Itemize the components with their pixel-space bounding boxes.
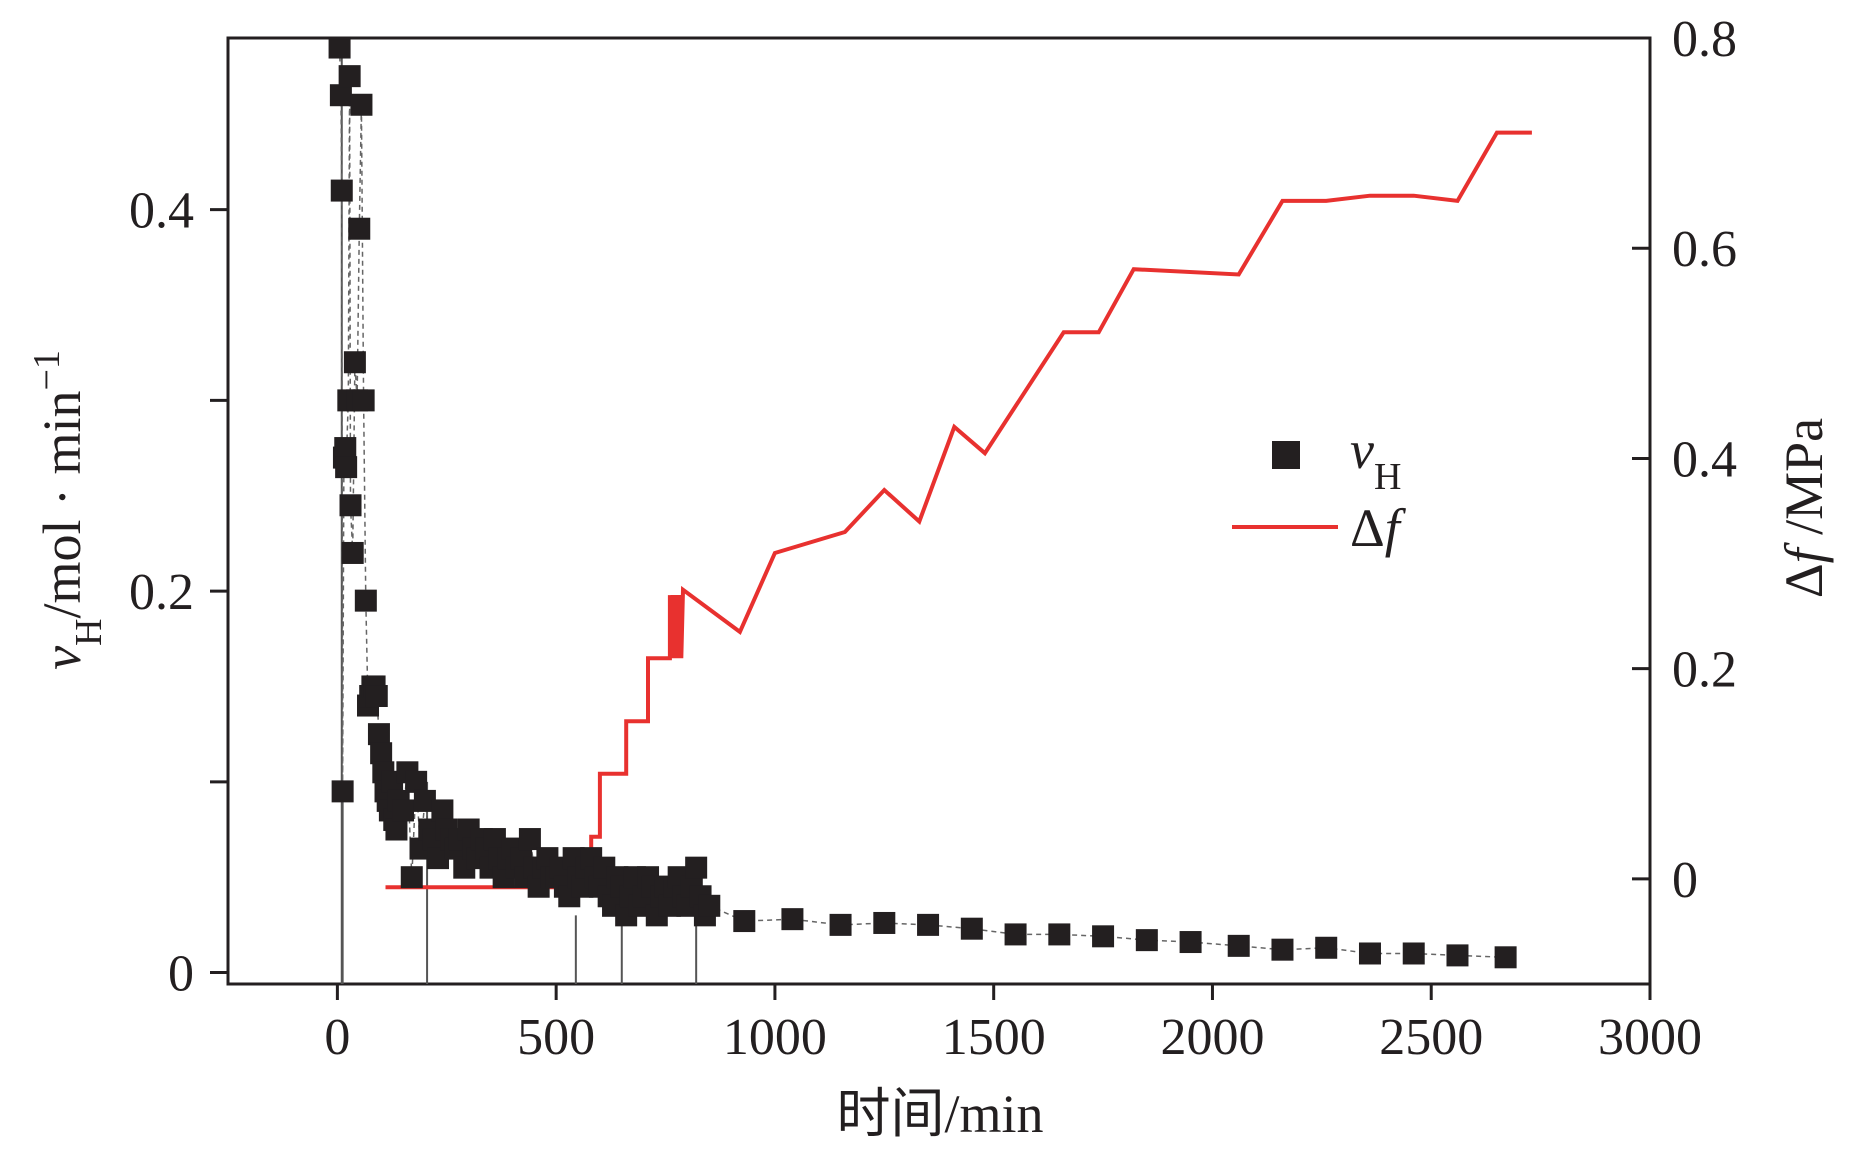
y-right-tick-label: 0.4 xyxy=(1672,431,1737,488)
vH-point xyxy=(917,913,940,936)
vH-point xyxy=(329,84,352,107)
vH-point xyxy=(367,723,390,746)
vH-series xyxy=(328,36,1517,969)
y-right-tick-label: 0.8 xyxy=(1672,11,1737,68)
vH-point xyxy=(829,913,852,936)
y-left-tick-label: 0.4 xyxy=(129,183,194,240)
vH-point xyxy=(733,910,756,933)
x-tick-label: 2500 xyxy=(1379,1009,1483,1066)
vH-point xyxy=(328,36,351,59)
vH-point xyxy=(331,780,354,803)
vH-point xyxy=(518,828,541,851)
x-tick-label: 500 xyxy=(517,1009,595,1066)
vH-point xyxy=(483,828,506,851)
vH-point xyxy=(1092,925,1115,948)
vH-point xyxy=(348,217,371,240)
vH-point xyxy=(334,437,357,460)
vH-point xyxy=(338,65,361,88)
x-tick-label: 2000 xyxy=(1160,1009,1264,1066)
vH-point xyxy=(1494,946,1517,969)
vH-point xyxy=(873,911,896,934)
axis-ticks xyxy=(210,36,1652,1000)
vH-point xyxy=(350,93,373,116)
vH-point xyxy=(1446,944,1469,967)
legend-df-label: Δf xyxy=(1350,498,1407,558)
y-right-tick-label: 0.6 xyxy=(1672,221,1737,278)
legend-vH-label: vH xyxy=(1350,420,1401,498)
plot-frame xyxy=(226,36,1652,986)
x-tick-label: 0 xyxy=(324,1009,350,1066)
vH-point xyxy=(405,770,428,793)
vH-point xyxy=(330,179,353,202)
vH-point xyxy=(685,856,708,879)
vH-path xyxy=(338,47,1506,959)
vH-point xyxy=(385,818,408,841)
vH-point xyxy=(427,847,450,870)
vH-point xyxy=(352,389,375,412)
vH-point xyxy=(698,894,721,917)
y-axis-left-title: vH/mol · min−1 xyxy=(26,350,110,670)
vH-point xyxy=(354,589,377,612)
vH-point xyxy=(1135,929,1158,952)
y-left-tick-label: 0.2 xyxy=(129,564,194,621)
vH-point xyxy=(1179,931,1202,954)
vH-point xyxy=(1271,938,1294,961)
vH-point xyxy=(413,789,436,812)
vH-point xyxy=(1315,936,1338,959)
y-right-tick-label: 0 xyxy=(1672,852,1698,909)
x-tick-label: 1500 xyxy=(942,1009,1046,1066)
legend-vH-marker xyxy=(1272,441,1300,469)
vH-point xyxy=(343,351,366,374)
vH-point xyxy=(365,685,388,708)
x-tick-label: 1000 xyxy=(723,1009,827,1066)
df-series xyxy=(385,130,1532,890)
tick-labels: 0 500 1000 1500 2000 2500 3000 0 0.2 0.4 0 0.2 0.4 0.… xyxy=(129,11,1737,1066)
x-axis-title: 时间/min xyxy=(836,1084,1043,1144)
vH-point xyxy=(1358,942,1381,965)
vH-point xyxy=(1004,923,1027,946)
vH-point xyxy=(392,799,415,822)
legend: vH Δf xyxy=(1232,420,1407,558)
vH-point xyxy=(370,742,393,765)
vH-point xyxy=(341,541,364,564)
y-right-tick-label: 0.2 xyxy=(1672,642,1737,699)
vH-point xyxy=(431,799,454,822)
y-axis-right-title: Δf /MPa xyxy=(1774,418,1834,598)
vH-point xyxy=(339,494,362,517)
df-line xyxy=(385,130,1532,890)
vH-point xyxy=(960,917,983,940)
vH-point xyxy=(781,908,804,931)
vH-connector-line xyxy=(338,47,1506,959)
x-tick-label: 3000 xyxy=(1598,1009,1702,1066)
vH-point xyxy=(335,456,358,479)
vH-point xyxy=(1048,923,1071,946)
vH-point xyxy=(1402,942,1425,965)
vH-point xyxy=(1227,934,1250,957)
vH-point xyxy=(400,866,423,889)
y-left-tick-label: 0 xyxy=(168,946,194,1003)
